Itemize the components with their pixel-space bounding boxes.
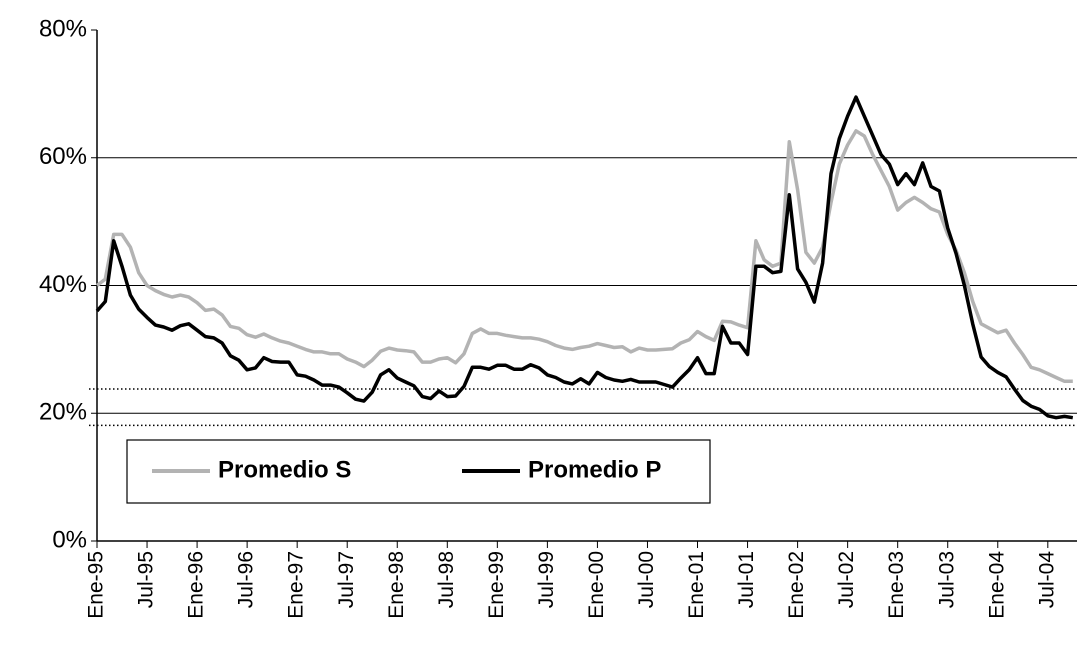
series-line: [95, 129, 1073, 384]
series-line: [95, 95, 1074, 420]
y-tick-label: 60%: [39, 143, 87, 170]
x-tick-label: Jul-00: [635, 551, 658, 608]
x-tick-label: Jul-02: [835, 551, 858, 608]
x-tick-label: Ene-03: [885, 551, 908, 619]
x-tick-label: Jul-03: [935, 551, 958, 608]
x-tick-label: Jul-95: [135, 551, 158, 608]
legend-box: [126, 439, 711, 504]
x-tick-label: Jul-98: [435, 551, 458, 608]
x-tick-label: Ene-04: [985, 551, 1008, 619]
y-tick-label: 20%: [39, 399, 87, 426]
x-tick-label: Ene-96: [185, 551, 208, 619]
x-tick-label: Ene-95: [85, 551, 108, 619]
y-tick-label: 0%: [52, 526, 87, 553]
x-tick-label: Ene-98: [385, 551, 408, 619]
x-tick-label: Ene-02: [785, 551, 808, 619]
legend-label: Promedio S: [218, 456, 351, 483]
y-tick-label: 40%: [39, 271, 87, 298]
x-tick-label: Jul-97: [335, 551, 358, 608]
legend-label: Promedio P: [528, 456, 661, 483]
x-tick-label: Jul-96: [235, 551, 258, 608]
x-tick-label: Jul-01: [735, 551, 758, 608]
x-tick-label: Ene-01: [685, 551, 708, 619]
x-tick-label: Ene-97: [285, 551, 308, 619]
x-tick-label: Jul-99: [535, 551, 558, 608]
x-tick-label: Jul-04: [1035, 551, 1058, 609]
x-tick-label: Ene-00: [585, 551, 608, 619]
x-tick-label: Ene-99: [485, 551, 508, 619]
y-tick-label: 80%: [39, 15, 87, 42]
